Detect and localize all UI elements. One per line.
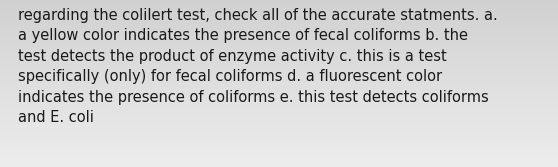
Text: regarding the colilert test, check all of the accurate statments. a.
a yellow co: regarding the colilert test, check all o… (18, 8, 498, 125)
